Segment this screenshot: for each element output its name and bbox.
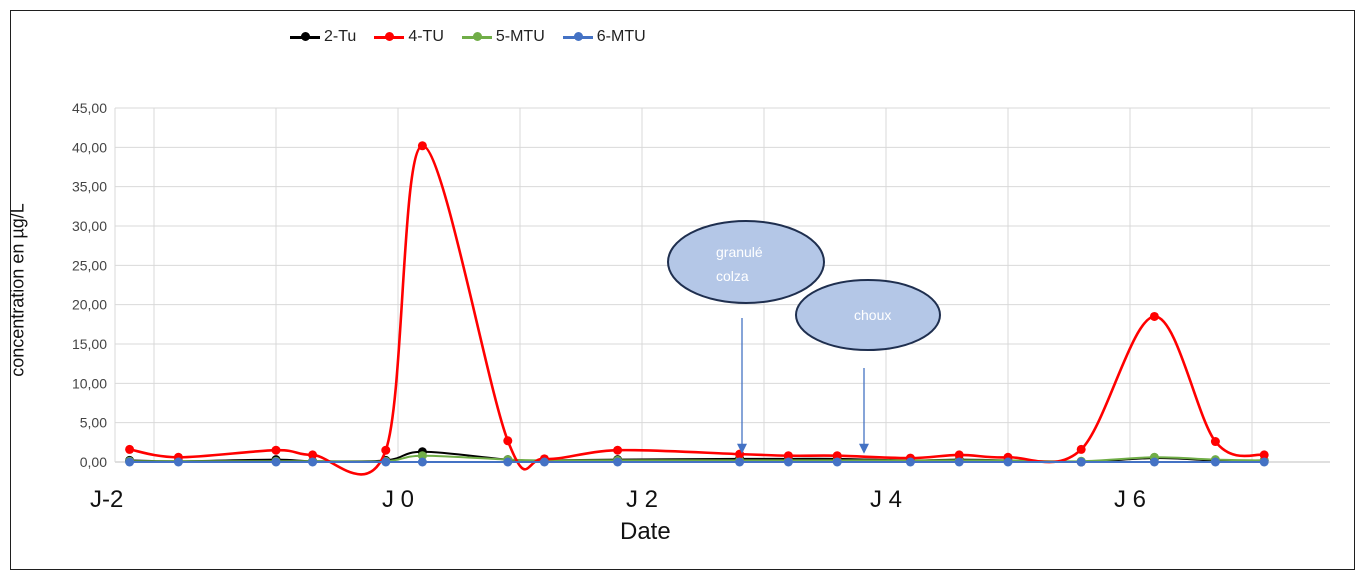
y-tick-label: 15,00	[72, 336, 107, 352]
legend-item-2tu: 2-Tu	[290, 28, 356, 46]
legend-label-2tu: 2-Tu	[324, 28, 357, 45]
data-point-4-tu	[954, 450, 964, 460]
annotation-text: colza	[716, 268, 749, 284]
x-axis-label: Date	[620, 518, 671, 545]
y-axis-label: concentration en µg/L	[7, 203, 28, 377]
data-point-6-mtu	[503, 457, 513, 467]
annotation-text: choux	[854, 307, 891, 323]
data-point-6-mtu	[1003, 457, 1013, 467]
legend-label-6mtu: 6-MTU	[596, 28, 646, 45]
data-point-4-tu	[417, 141, 427, 151]
data-point-6-mtu	[381, 457, 391, 467]
legend: 2-Tu 4-TU 5-MTU 6-MTU	[290, 28, 646, 46]
annotation-arrowhead	[737, 443, 747, 454]
data-point-4-tu	[783, 451, 793, 461]
data-point-6-mtu	[613, 457, 623, 467]
data-point-6-mtu	[783, 457, 793, 467]
chart-frame	[10, 10, 1355, 570]
y-tick-label: 30,00	[72, 218, 107, 234]
data-point-6-mtu	[735, 457, 745, 467]
data-point-4-tu	[381, 445, 391, 455]
y-tick-label: 0,00	[80, 454, 107, 470]
data-point-4-tu	[1210, 437, 1220, 447]
data-point-6-mtu	[125, 457, 135, 467]
y-tick-label: 35,00	[72, 179, 107, 195]
legend-label-4tu: 4-TU	[408, 28, 444, 45]
y-tick-label: 45,00	[72, 100, 107, 116]
legend-item-4tu: 4-TU	[374, 28, 444, 46]
data-point-4-tu	[1259, 450, 1269, 460]
data-point-6-mtu	[1076, 457, 1086, 467]
data-point-6-mtu	[308, 457, 318, 467]
x-tick-label: J 6	[1114, 486, 1146, 513]
y-tick-label: 20,00	[72, 297, 107, 313]
data-point-5-mtu	[417, 451, 427, 461]
annotation-text: granulé	[716, 244, 763, 260]
annotation-arrowhead	[859, 443, 869, 454]
data-point-4-tu	[613, 445, 623, 455]
series-line-4-tu	[129, 144, 1265, 476]
annotation-bubble	[667, 220, 825, 304]
legend-item-6mtu: 6-MTU	[562, 28, 646, 46]
x-tick-label: J 2	[626, 486, 658, 513]
data-point-6-mtu	[954, 457, 964, 467]
x-tick-label: J 0	[382, 486, 414, 513]
data-point-6-mtu	[1259, 457, 1269, 467]
data-point-4-tu	[1149, 311, 1159, 321]
y-tick-label: 10,00	[72, 375, 107, 391]
legend-label-5mtu: 5-MTU	[495, 28, 545, 45]
data-point-6-mtu	[173, 457, 183, 467]
legend-swatch-6mtu	[562, 32, 593, 41]
data-point-6-mtu	[539, 457, 549, 467]
y-tick-label: 40,00	[72, 139, 107, 155]
x-tick-label: J-2	[90, 486, 123, 513]
line-chart: 0,00 5,00 10,00 15,00 20,00 25,00 30,00 35,00 40…	[72, 100, 1330, 513]
data-point-4-tu	[832, 451, 842, 461]
data-point-6-mtu	[417, 457, 427, 467]
annotation-bubble	[795, 279, 941, 351]
legend-item-5mtu: 5-MTU	[461, 28, 545, 46]
y-tick-label: 25,00	[72, 257, 107, 273]
data-point-4-tu	[271, 445, 281, 455]
data-point-4-tu	[503, 436, 513, 446]
legend-swatch-5mtu	[461, 32, 492, 41]
data-point-4-tu	[1076, 444, 1086, 454]
data-point-6-mtu	[271, 457, 281, 467]
data-point-6-mtu	[1210, 457, 1220, 467]
data-point-4-tu	[125, 444, 135, 454]
data-point-4-tu	[308, 450, 318, 460]
legend-swatch-4tu	[374, 32, 405, 41]
legend-swatch-2tu	[290, 32, 320, 41]
x-tick-label: J 4	[870, 486, 902, 513]
data-point-6-mtu	[832, 457, 842, 467]
data-point-6-mtu	[905, 457, 915, 467]
data-point-6-mtu	[1149, 457, 1159, 467]
y-tick-label: 5,00	[80, 415, 107, 431]
